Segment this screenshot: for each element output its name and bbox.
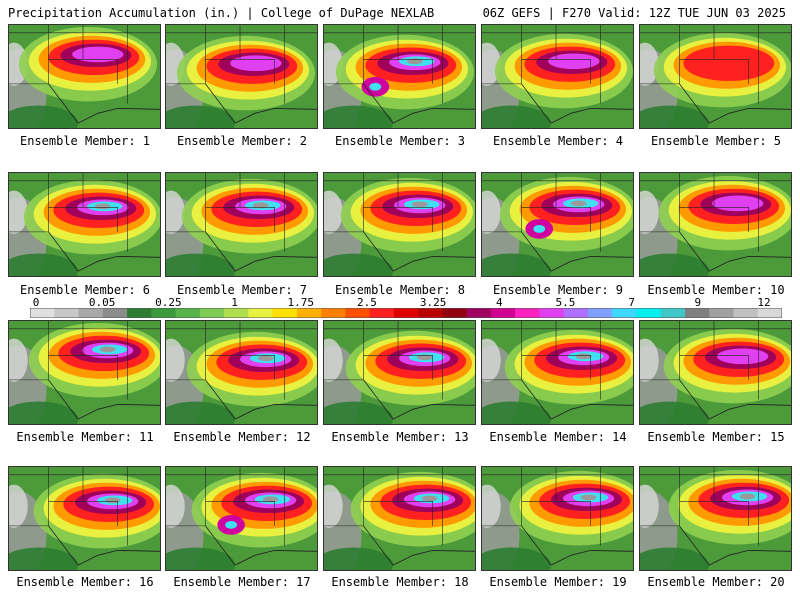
member-map-panel [639,320,792,425]
colorbar-swatch [563,308,589,318]
member-label: Ensemble Member: 20 [647,575,785,589]
member-map-panel [323,466,476,571]
member-label: Ensemble Member: 8 [334,283,466,297]
colorbar-tick-label: 4 [495,296,503,309]
colorbar-swatch [127,308,152,318]
colorbar-tick-label: 0.05 [88,296,116,309]
member-map-panel [323,172,476,277]
member-label: Ensemble Member: 15 [647,430,785,444]
member-label: Ensemble Member: 4 [492,134,624,148]
member-label: Ensemble Member: 9 [492,283,624,297]
member-label: Ensemble Member: 3 [334,134,466,148]
colorbar-swatch [345,308,371,318]
member-label: Ensemble Member: 2 [176,134,308,148]
colorbar-swatch [466,308,492,318]
member-label: Ensemble Member: 5 [650,134,782,148]
colorbar-swatch [151,308,177,318]
colorbar-swatch [248,308,274,318]
member-label: Ensemble Member: 1 [19,134,151,148]
member-map-panel [165,466,318,571]
member-label: Ensemble Member: 19 [489,575,627,589]
colorbar-tick-label: 1.75 [287,296,314,309]
colorbar-tick-label: 3.25 [419,296,447,309]
member-map-panel [8,24,161,129]
colorbar-tick-label: 0 [32,296,40,309]
member-label: Ensemble Member: 17 [173,575,311,589]
member-label: Ensemble Member: 16 [16,575,154,589]
member-map-panel [639,466,792,571]
colorbar-swatch [369,308,395,318]
colorbar-swatch [102,308,128,318]
member-label: Ensemble Member: 6 [19,283,151,297]
colorbar-swatch [175,308,201,318]
colorbar-swatch [224,308,249,318]
member-map-panel [481,24,634,129]
member-map-panel [639,24,792,129]
member-label: Ensemble Member: 7 [176,283,308,297]
member-label: Ensemble Member: 14 [489,430,627,444]
colorbar-swatch [442,308,468,318]
colorbar-swatch [612,308,637,318]
member-label: Ensemble Member: 13 [331,430,469,444]
colorbar-swatch [757,308,782,318]
colorbar-swatch [296,308,322,318]
colorbar-swatch [393,308,419,318]
colorbar-tick-label: 7 [628,296,635,309]
member-map-panel [165,24,318,129]
member-map-panel [323,320,476,425]
member-map-panel [639,172,792,277]
member-map-panel [323,24,476,129]
member-map-panel [165,320,318,425]
colorbar-swatch [30,308,55,318]
member-map-panel [481,172,634,277]
colorbar-tick-label: 0.25 [155,296,182,309]
colorbar-swatch [490,308,516,318]
member-map-panel [8,172,161,277]
colorbar-swatch [78,308,104,318]
member-map-panel [481,320,634,425]
member-label: Ensemble Member: 18 [331,575,469,589]
colorbar-swatch [321,308,346,318]
colorbar-tick-label: 9 [694,296,702,309]
run-info: 06Z GEFS | F270 Valid: 12Z TUE JUN 03 20… [482,6,786,20]
colorbar-tick-label: 5.5 [555,296,576,309]
member-map-panel [481,466,634,571]
colorbar-swatch [199,308,225,318]
member-label: Ensemble Member: 12 [173,430,311,444]
colorbar-swatch [539,308,565,318]
colorbar-tick-label: 2.5 [356,296,377,309]
member-map-panel [8,466,161,571]
member-label: Ensemble Member: 11 [16,430,154,444]
colorbar-swatch [272,308,298,318]
colorbar-tick-label: 12 [757,296,771,309]
colorbar-swatch [54,308,80,318]
colorbar-swatch [587,308,613,318]
chart-title: Precipitation Accumulation (in.) | Colle… [8,6,435,20]
member-label: Ensemble Member: 10 [647,283,785,297]
colorbar-swatch [709,308,734,318]
colorbar-tick-label: 1 [231,296,238,309]
colorbar-swatch [684,308,710,318]
member-map-panel [8,320,161,425]
colorbar-swatch [733,308,759,318]
colorbar-swatch [636,308,662,318]
member-map-panel [165,172,318,277]
colorbar-swatch [418,308,443,318]
colorbar-swatch [515,308,540,318]
colorbar-swatch [660,308,686,318]
precip-colorbar [30,308,782,318]
